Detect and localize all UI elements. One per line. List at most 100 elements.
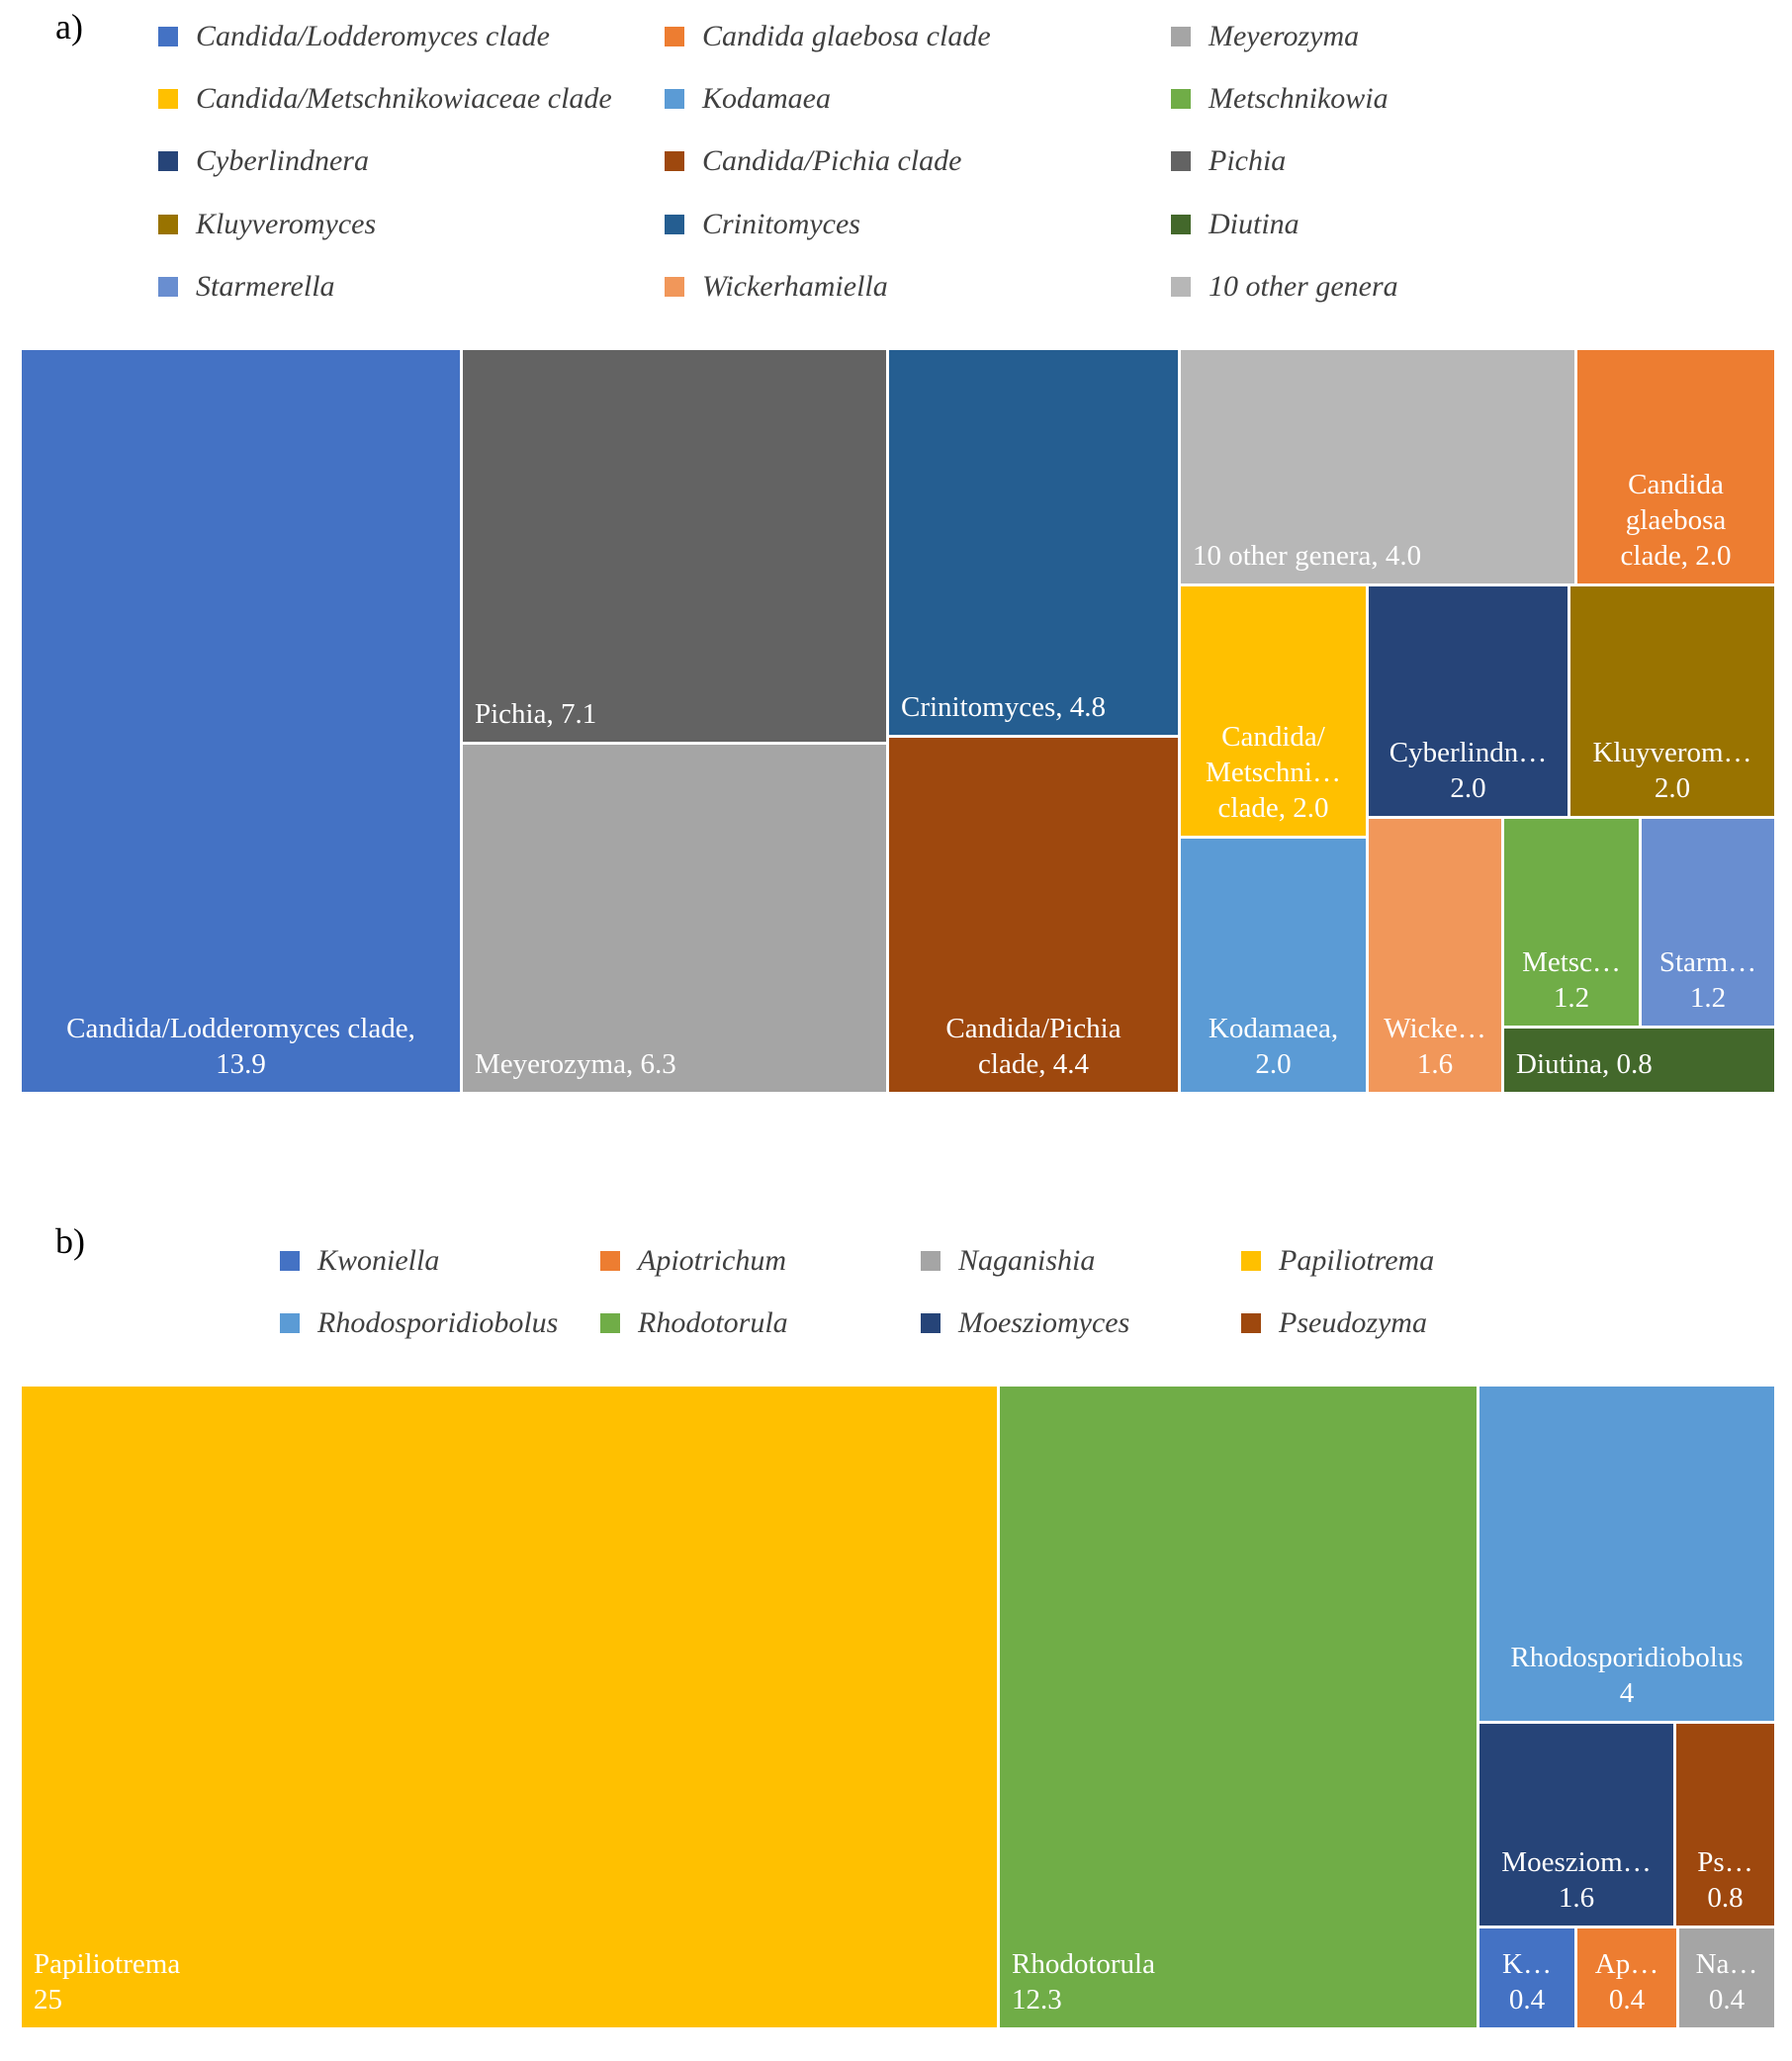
tile-label-line: 0.4 bbox=[1708, 1984, 1746, 2016]
legend-item-pichia: Pichia bbox=[1171, 144, 1286, 178]
tile-label-starmerella: Starm… 1.2 bbox=[1642, 944, 1774, 1016]
tile-crinitomyces: Crinitomyces, 4.8 bbox=[889, 350, 1178, 735]
tile-rhodosporidiobolus: Rhodosporidiobolus 4 bbox=[1479, 1387, 1774, 1721]
legend-swatch-pichia bbox=[1171, 151, 1191, 171]
tile-label-line: 0.8 bbox=[1707, 1882, 1744, 1914]
tile-label-line: K… bbox=[1502, 1948, 1552, 1980]
tile-label-rhodotorula: Rhodotorula 12.3 bbox=[1012, 1946, 1155, 2017]
tile-label-line: 1.2 bbox=[1689, 982, 1727, 1014]
tile-label-line: 1.6 bbox=[1558, 1882, 1595, 1914]
legend-label-rhodosporidiobolus: Rhodosporidiobolus bbox=[317, 1306, 559, 1339]
tile-label-line: Moesziom… bbox=[1501, 1846, 1652, 1878]
legend-label-kwoniella: Kwoniella bbox=[317, 1244, 440, 1277]
legend-label-kluyveromyces: Kluyveromyces bbox=[196, 208, 377, 240]
tile-label-moesziomyces: Moesziom… 1.6 bbox=[1479, 1844, 1673, 1916]
tile-label-cyberlindnera: Cyberlindn… 2.0 bbox=[1369, 735, 1568, 806]
tile-10-other-genera: 10 other genera, 4.0 bbox=[1181, 350, 1574, 583]
tile-label-line: 1.2 bbox=[1553, 982, 1590, 1014]
panel-b-label: b) bbox=[55, 1221, 85, 1261]
legend-label-moesziomyces: Moesziomyces bbox=[958, 1306, 1130, 1339]
legend-label-pseudozyma: Pseudozyma bbox=[1279, 1306, 1427, 1339]
tile-label-line: Kodamaea, bbox=[1208, 1013, 1339, 1044]
tile-cyberlindnera: Cyberlindn… 2.0 bbox=[1369, 586, 1568, 816]
tile-label-candida-pichia-clade: Candida/Pichia clade, 4.4 bbox=[889, 1011, 1178, 1082]
tile-label-line: 4 bbox=[1619, 1677, 1635, 1709]
legend-swatch-candida-glaebosa-clade bbox=[665, 27, 684, 46]
tile-label-line: Candida/ bbox=[1221, 721, 1325, 753]
tile-label-line: 2.0 bbox=[1654, 772, 1691, 804]
legend-item-moesziomyces: Moesziomyces bbox=[921, 1306, 1129, 1340]
tile-label-line: Metsc… bbox=[1522, 946, 1621, 978]
tile-naganishia: Na… 0.4 bbox=[1679, 1928, 1774, 2027]
legend-swatch-candida-metschnikowiaceae-clade bbox=[158, 89, 178, 109]
tile-label-kwoniella: K… 0.4 bbox=[1479, 1946, 1574, 2017]
tile-starmerella: Starm… 1.2 bbox=[1642, 819, 1774, 1026]
legend-swatch-crinitomyces bbox=[665, 215, 684, 234]
legend-label-starmerella: Starmerella bbox=[196, 270, 335, 303]
tile-label-line: 10 other genera, 4.0 bbox=[1193, 540, 1422, 572]
tile-meyerozyma: Meyerozyma, 6.3 bbox=[463, 745, 886, 1092]
legend-item-kluyveromyces: Kluyveromyces bbox=[158, 208, 376, 241]
tile-label-line: 0.4 bbox=[1608, 1984, 1646, 2016]
legend-label-metschnikowia: Metschnikowia bbox=[1209, 82, 1389, 115]
legend-label-crinitomyces: Crinitomyces bbox=[702, 208, 860, 240]
tile-label-line: 0.4 bbox=[1508, 1984, 1546, 2016]
tile-candida-lodderomyces-clade: Candida/Lodderomyces clade, 13.9 bbox=[22, 350, 460, 1092]
legend-label-candida-metschnikowiaceae-clade: Candida/Metschnikowiaceae clade bbox=[196, 82, 612, 115]
legend-swatch-starmerella bbox=[158, 277, 178, 297]
tile-label-line: 2.0 bbox=[1255, 1048, 1292, 1080]
legend-label-papiliotrema: Papiliotrema bbox=[1279, 1244, 1435, 1277]
tile-label-line: clade, 2.0 bbox=[1620, 540, 1732, 572]
legend-label-apiotrichum: Apiotrichum bbox=[638, 1244, 786, 1277]
tile-label-pseudozyma: Ps… 0.8 bbox=[1676, 1844, 1774, 1916]
tile-diutina: Diutina, 0.8 bbox=[1504, 1029, 1774, 1092]
tile-label-line: Candida/Pichia bbox=[945, 1013, 1121, 1044]
tile-label-line: Candida/Lodderomyces clade, bbox=[66, 1013, 415, 1044]
legend-item-crinitomyces: Crinitomyces bbox=[665, 208, 860, 241]
tile-wickerhamiella: Wicke… 1.6 bbox=[1369, 819, 1501, 1092]
tile-label-crinitomyces: Crinitomyces, 4.8 bbox=[901, 689, 1106, 725]
tile-candida-metschnikowiaceae-clade: Candida/Metschni… clade, 2.0 bbox=[1181, 586, 1366, 836]
tile-kodamaea: Kodamaea, 2.0 bbox=[1181, 839, 1366, 1092]
legend-label-naganishia: Naganishia bbox=[958, 1244, 1096, 1277]
tile-label-line: 25 bbox=[34, 1984, 62, 2016]
tile-label-line: glaebosa bbox=[1625, 504, 1727, 536]
legend-swatch-metschnikowia bbox=[1171, 89, 1191, 109]
tile-label-kodamaea: Kodamaea, 2.0 bbox=[1181, 1011, 1366, 1082]
tile-label-10-other-genera: 10 other genera, 4.0 bbox=[1193, 538, 1421, 574]
legend-label-cyberlindnera: Cyberlindnera bbox=[196, 144, 369, 177]
legend-label-candida-lodderomyces-clade: Candida/Lodderomyces clade bbox=[196, 20, 550, 52]
legend-swatch-10-other-genera bbox=[1171, 277, 1191, 297]
panel-a-label: a) bbox=[55, 7, 83, 46]
tile-label-line: Papiliotrema bbox=[34, 1948, 181, 1980]
tile-label-metschnikowia: Metsc… 1.2 bbox=[1504, 944, 1639, 1016]
tile-rhodotorula: Rhodotorula 12.3 bbox=[1000, 1387, 1477, 2027]
panel-b-treemap: Papiliotrema 25 Rhodotorula 12.3 Rhodosporid… bbox=[22, 1387, 1774, 2027]
tile-candida-glaebosa-clade: Candida glaebosa clade, 2.0 bbox=[1577, 350, 1774, 583]
legend-label-kodamaea: Kodamaea bbox=[702, 82, 831, 115]
tile-pichia: Pichia, 7.1 bbox=[463, 350, 886, 742]
tile-label-kluyveromyces: Kluyverom… 2.0 bbox=[1570, 735, 1774, 806]
legend-item-naganishia: Naganishia bbox=[921, 1244, 1095, 1278]
tile-label-line: clade, 2.0 bbox=[1217, 792, 1329, 824]
tile-label-line: 1.6 bbox=[1416, 1048, 1454, 1080]
legend-item-metschnikowia: Metschnikowia bbox=[1171, 82, 1389, 116]
tile-label-papiliotrema: Papiliotrema 25 bbox=[34, 1946, 180, 2017]
legend-label-diutina: Diutina bbox=[1209, 208, 1299, 240]
tile-kwoniella: K… 0.4 bbox=[1479, 1928, 1574, 2027]
tile-label-line: Ap… bbox=[1594, 1948, 1659, 1980]
legend-item-wickerhamiella: Wickerhamiella bbox=[665, 270, 888, 304]
tile-label-line: 2.0 bbox=[1450, 772, 1486, 804]
tile-label-line: Meyerozyma, 6.3 bbox=[475, 1048, 676, 1080]
legend-item-rhodotorula: Rhodotorula bbox=[600, 1306, 788, 1340]
legend-label-candida-pichia-clade: Candida/Pichia clade bbox=[702, 144, 962, 177]
legend-swatch-diutina bbox=[1171, 215, 1191, 234]
tile-label-candida-metschnikowiaceae-clade: Candida/Metschni… clade, 2.0 bbox=[1181, 719, 1366, 826]
legend-item-candida-metschnikowiaceae-clade: Candida/Metschnikowiaceae clade bbox=[158, 82, 612, 116]
tile-label-line: Crinitomyces, 4.8 bbox=[901, 691, 1107, 723]
tile-pseudozyma: Ps… 0.8 bbox=[1676, 1724, 1774, 1926]
tile-label-line: Candida bbox=[1628, 469, 1724, 500]
tile-label-line: Ps… bbox=[1697, 1846, 1753, 1878]
legend-swatch-moesziomyces bbox=[921, 1313, 941, 1333]
tile-candida-pichia-clade: Candida/Pichia clade, 4.4 bbox=[889, 738, 1178, 1092]
